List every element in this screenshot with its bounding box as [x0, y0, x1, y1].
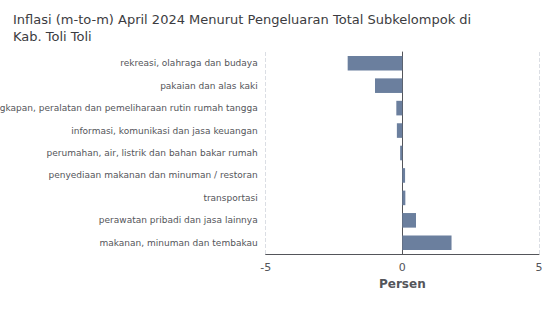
svg-text:makanan, minuman dan tembakau: makanan, minuman dan tembakau — [100, 238, 258, 248]
svg-text:Kab. Toli Toli: Kab. Toli Toli — [13, 29, 92, 44]
svg-text:perlengkapan, peralatan dan pe: perlengkapan, peralatan dan pemeliharaan… — [0, 103, 258, 113]
svg-text:perawatan pribadi dan jasa lai: perawatan pribadi dan jasa lainnya — [99, 215, 258, 225]
svg-text:5: 5 — [536, 261, 543, 274]
svg-text:informasi, komunikasi dan jasa: informasi, komunikasi dan jasa keuangan — [71, 126, 257, 136]
svg-text:penyediaan makanan dan minuman: penyediaan makanan dan minuman / restora… — [49, 170, 258, 180]
svg-text:Persen: Persen — [379, 277, 426, 291]
svg-text:Inflasi (m-to-m) April 2024 Me: Inflasi (m-to-m) April 2024 Menurut Peng… — [13, 12, 471, 27]
svg-text:rekreasi, olahraga dan budaya: rekreasi, olahraga dan budaya — [120, 58, 258, 68]
svg-text:pakaian dan alas kaki: pakaian dan alas kaki — [160, 81, 258, 91]
svg-text:0: 0 — [399, 261, 406, 274]
svg-text:-5: -5 — [260, 261, 271, 274]
svg-text:perumahan, air, listrik dan ba: perumahan, air, listrik dan bahan bakar … — [47, 148, 258, 158]
svg-text:transportasi: transportasi — [203, 193, 257, 203]
